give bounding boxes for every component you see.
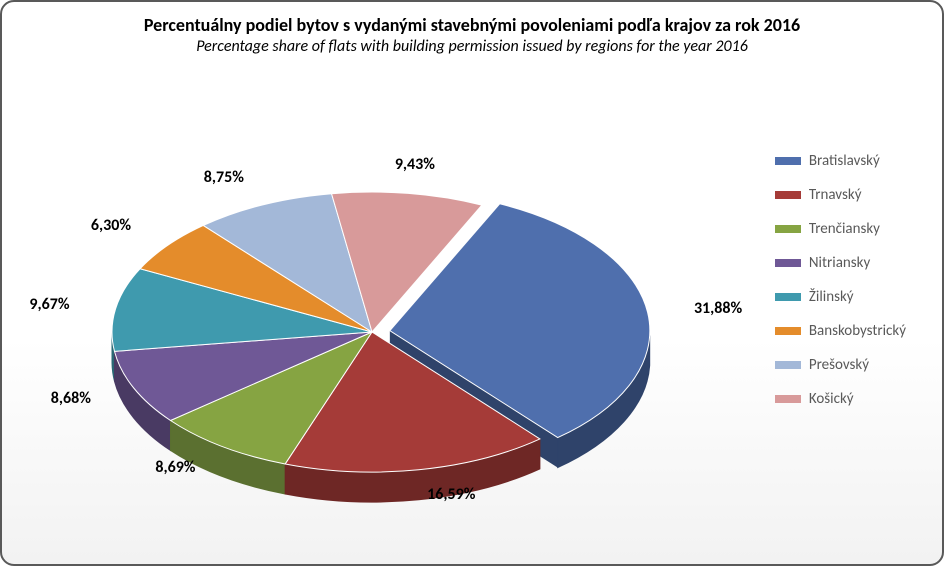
legend-label: Žilinský <box>809 288 854 306</box>
legend-item: Žilinský <box>775 288 906 306</box>
legend-label: Banskobystrický <box>809 322 906 340</box>
legend-label: Bratislavský <box>809 152 880 170</box>
legend-item: Trenčiansky <box>775 220 906 238</box>
legend-item: Banskobystrický <box>775 322 906 340</box>
pie-data-label: 9,43% <box>395 155 435 174</box>
legend-item: Trnavský <box>775 186 906 204</box>
legend-item: Prešovský <box>775 356 906 374</box>
legend-label: Trenčiansky <box>809 220 880 238</box>
legend-swatch-icon <box>775 225 801 233</box>
legend-label: Trnavský <box>809 186 862 204</box>
legend-swatch-icon <box>775 259 801 267</box>
pie-data-label: 9,67% <box>29 295 69 314</box>
legend-item: Nitriansky <box>775 254 906 272</box>
chart-frame: Percentuálny podiel bytov s vydanými sta… <box>0 0 944 566</box>
title-block: Percentuálny podiel bytov s vydanými sta… <box>2 2 942 57</box>
chart-subtitle: Percentage share of flats with building … <box>2 37 942 57</box>
legend-swatch-icon <box>775 327 801 335</box>
chart-title: Percentuálny podiel bytov s vydanými sta… <box>2 14 942 37</box>
pie-data-label: 31,88% <box>694 299 742 318</box>
legend-swatch-icon <box>775 157 801 165</box>
legend: Bratislavský Trnavský Trenčiansky Nitriansk… <box>775 152 906 408</box>
legend-swatch-icon <box>775 293 801 301</box>
legend-label: Košický <box>809 390 854 408</box>
legend-swatch-icon <box>775 395 801 403</box>
legend-label: Nitriansky <box>809 254 870 272</box>
pie-data-label: 8,75% <box>204 168 244 187</box>
legend-label: Prešovský <box>809 356 869 374</box>
pie-data-label: 8,68% <box>51 389 91 408</box>
legend-item: Košický <box>775 390 906 408</box>
pie-data-label: 16,59% <box>427 485 475 504</box>
legend-swatch-icon <box>775 191 801 199</box>
legend-item: Bratislavský <box>775 152 906 170</box>
pie-data-label: 8,69% <box>155 458 195 477</box>
pie-data-label: 6,30% <box>91 216 131 235</box>
legend-swatch-icon <box>775 361 801 369</box>
